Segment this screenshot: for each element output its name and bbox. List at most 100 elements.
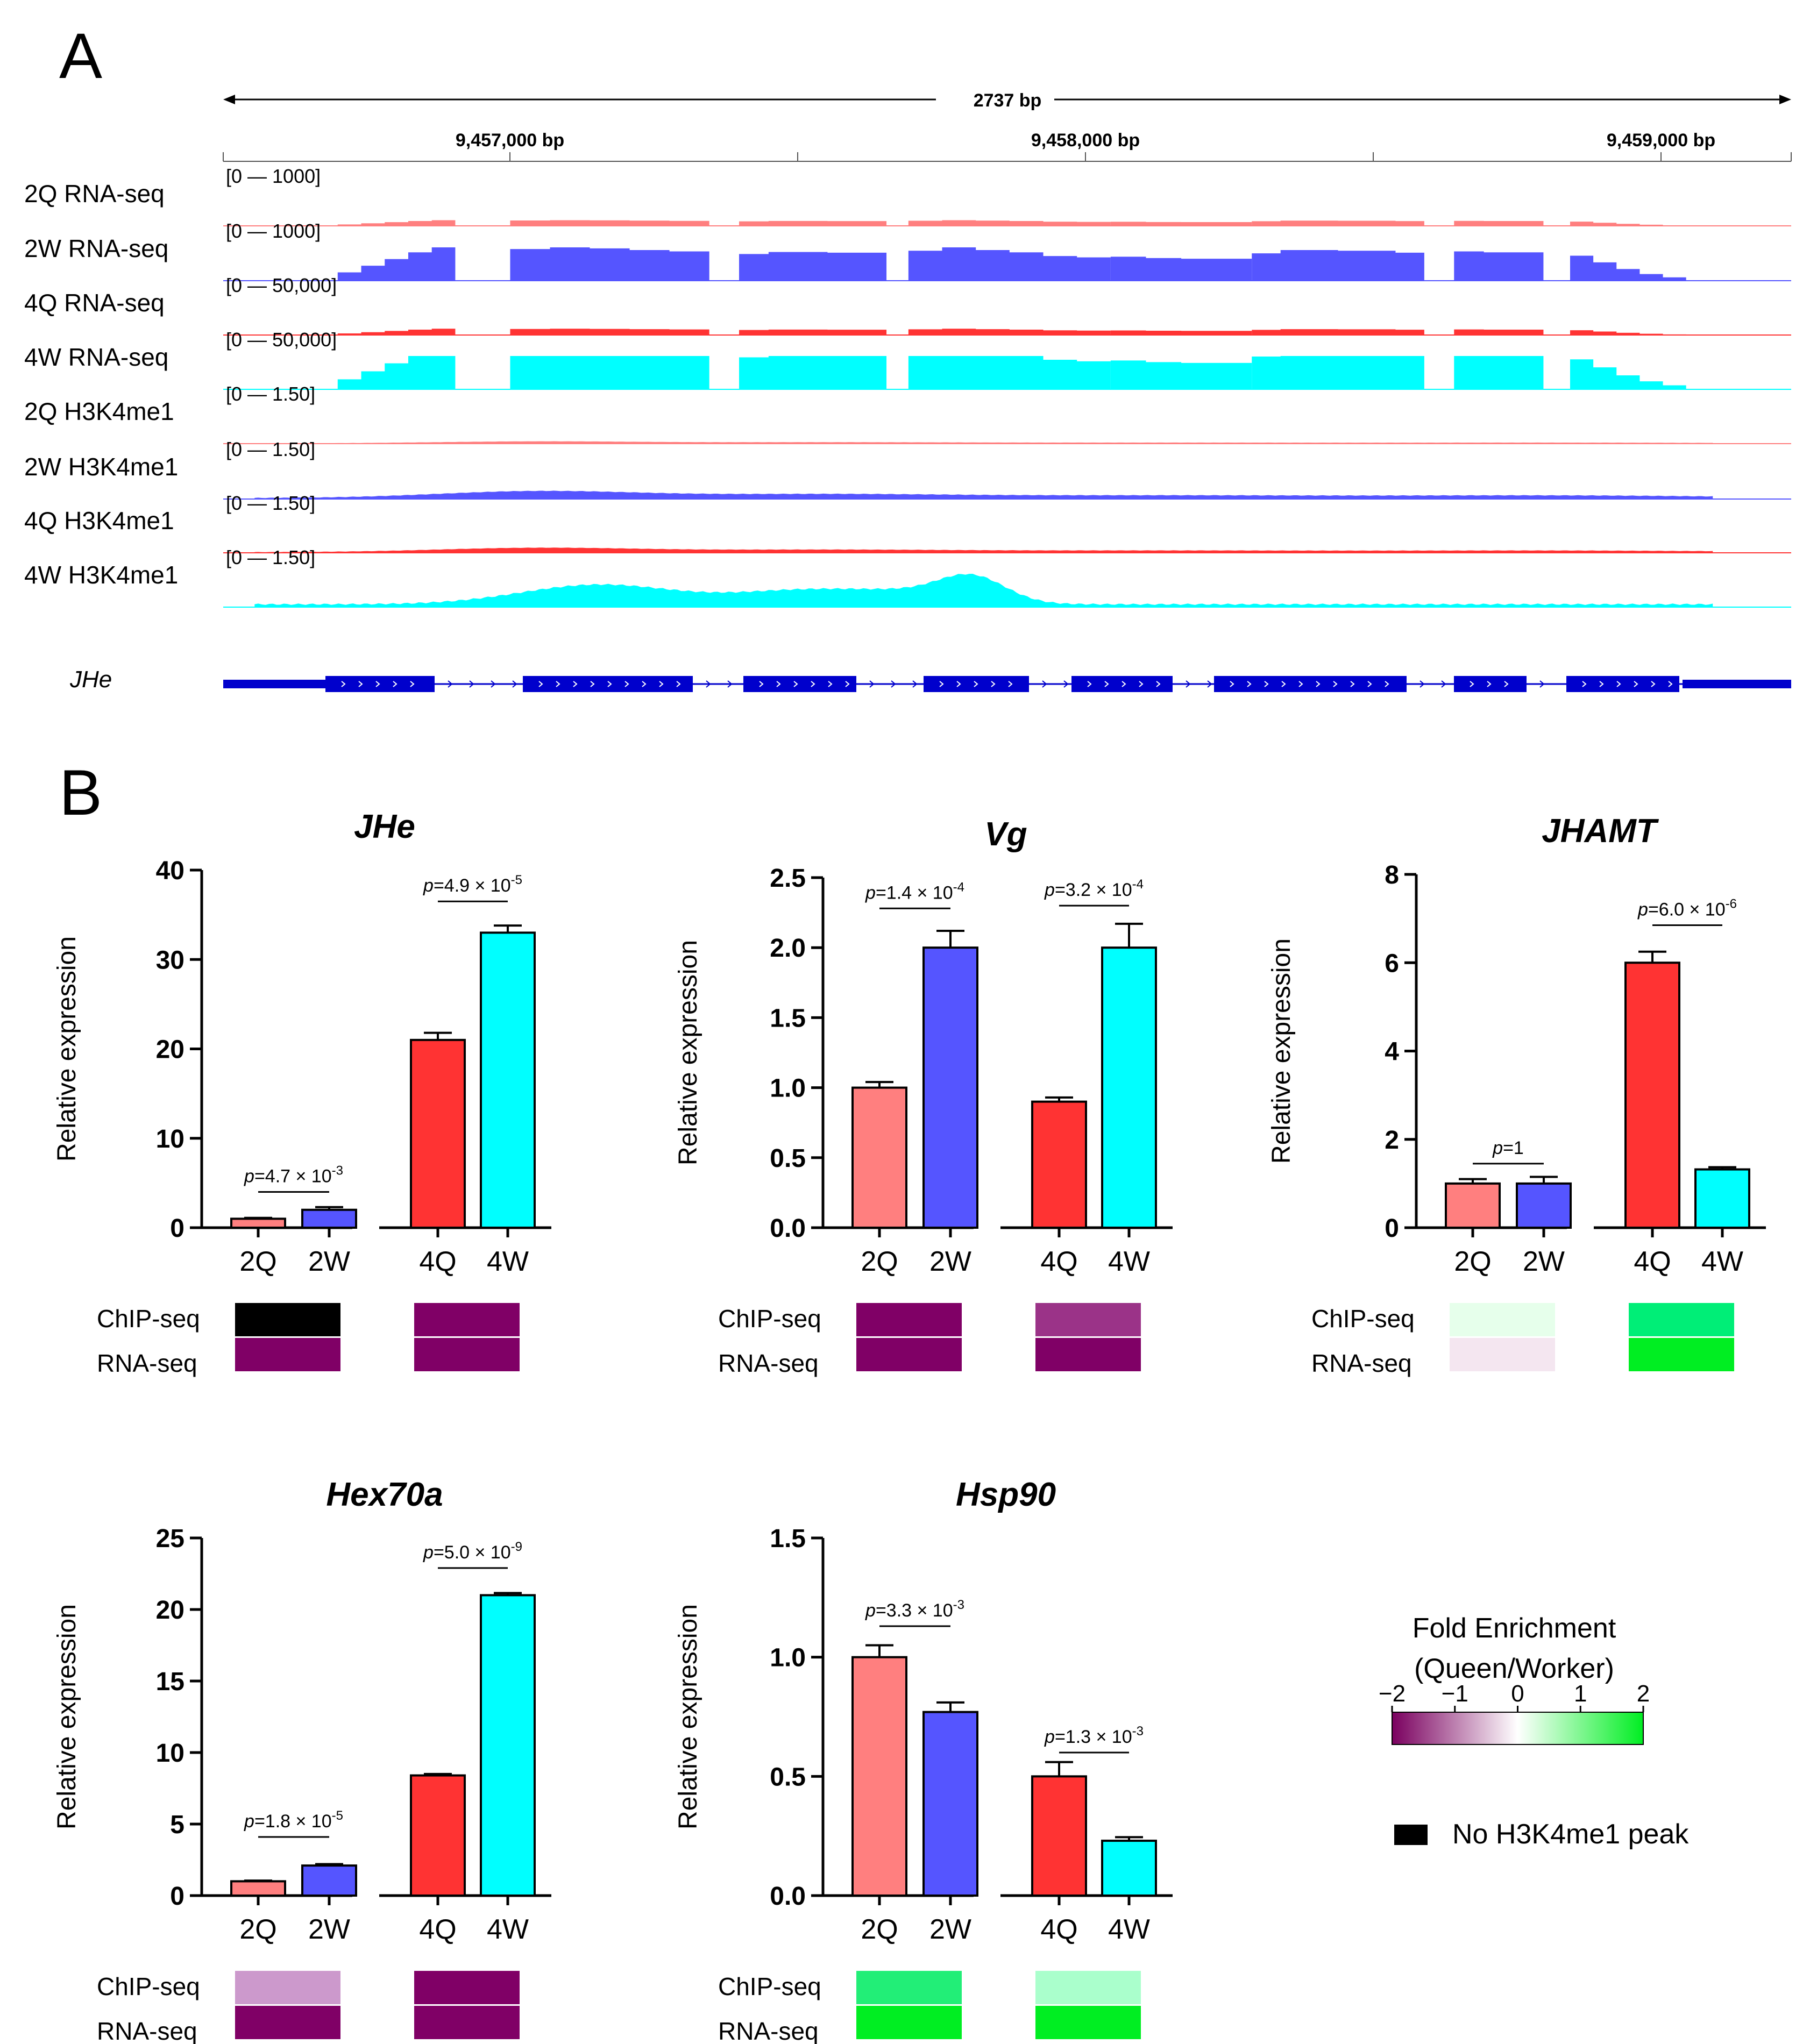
y-tick-label: 0.5 <box>770 1763 806 1791</box>
pvalue-exponent: -6 <box>1726 896 1737 911</box>
x-tick-label: 2W <box>929 1914 971 1945</box>
heatmap-row-label: ChIP-seq <box>718 1305 821 1333</box>
chart-title: Hsp90 <box>956 1476 1056 1513</box>
pvalue-label: p=3.2 × 10-4 <box>1044 877 1144 900</box>
y-tick-label: 20 <box>156 1596 184 1625</box>
strand-chevron <box>1668 681 1673 687</box>
legend-tick-label: 1 <box>1574 1680 1587 1707</box>
rna-coverage-block <box>1252 356 1424 389</box>
pvalue-text: =4.9 × 10 <box>434 875 511 896</box>
chart-title: Hex70a <box>326 1476 443 1513</box>
pvalue-exponent: -5 <box>332 1808 343 1823</box>
strand-chevron <box>759 681 764 687</box>
no-peak-swatch <box>1394 1825 1428 1845</box>
y-tick-label: 15 <box>156 1668 184 1696</box>
heatmap-chip-cell <box>856 1303 962 1336</box>
x-tick-label: 4Q <box>419 1914 456 1945</box>
rna-coverage-block <box>510 220 709 226</box>
track-label: 2W H3K4me1 <box>24 453 178 481</box>
strand-chevron <box>341 681 346 687</box>
bar-4Q <box>410 1038 466 1229</box>
strand-chevron <box>1487 681 1492 687</box>
x-tick-label: 2W <box>1523 1246 1565 1277</box>
y-tick-label: 10 <box>156 1125 184 1153</box>
y-axis-label: Relative expression <box>53 1604 81 1829</box>
chart-title: JHe <box>354 808 415 845</box>
pvalue-text: =4.7 × 10 <box>254 1166 332 1187</box>
span-label: 2737 bp <box>974 90 1042 111</box>
strand-chevron <box>793 681 798 687</box>
rna-coverage-block <box>1570 359 1686 389</box>
pvalue-text: =5.0 × 10 <box>434 1542 511 1563</box>
y-axis-label: Relative expression <box>53 936 81 1162</box>
chart-vg: Vg Relative expression 0.0 0.5 1.0 1.5 2.0 2.5 2… <box>674 816 1173 1377</box>
pvalue-p: p <box>1637 899 1648 920</box>
strand-chevron <box>1230 681 1234 687</box>
bar-4Q <box>1031 1100 1087 1229</box>
track-range: [0 — 1.50] <box>226 546 315 568</box>
y-tick-label: 5 <box>170 1811 184 1839</box>
track-label: 2Q H3K4me1 <box>24 397 174 425</box>
bar-4Q <box>1624 962 1680 1229</box>
y-tick-label: 20 <box>156 1036 184 1064</box>
gene-exon <box>523 676 693 692</box>
track-range: [0 — 1.50] <box>226 492 315 514</box>
heatmap-row-label: ChIP-seq <box>97 1305 200 1333</box>
gene-exon <box>924 676 1029 692</box>
track-label: 4W RNA-seq <box>24 343 168 371</box>
rna-coverage-block <box>1110 360 1252 389</box>
bar-4Q <box>1031 1775 1087 1897</box>
rna-coverage-block <box>510 247 709 281</box>
pvalue-p: p <box>865 882 876 903</box>
heatmap-row-label: RNA-seq <box>718 1349 819 1377</box>
pvalue-exponent: -4 <box>953 880 964 894</box>
x-tick-label: 4W <box>487 1914 529 1945</box>
rna-coverage-block <box>337 247 456 281</box>
track-label: 4W H3K4me1 <box>24 561 178 589</box>
gene-utr-left <box>223 680 325 688</box>
strand-chevron <box>1281 681 1286 687</box>
pvalue-text: =6.0 × 10 <box>1648 899 1726 920</box>
intron-chevron <box>1419 680 1425 688</box>
rna-coverage-block <box>739 329 887 335</box>
gene-exon <box>1214 676 1407 692</box>
y-tick-label: 1.5 <box>770 1004 806 1032</box>
heatmap-rna-cell <box>414 1338 520 1371</box>
pvalue-label: p=4.7 × 10-3 <box>244 1164 343 1187</box>
strand-chevron <box>1139 681 1144 687</box>
bar-4W <box>1101 946 1157 1229</box>
y-tick-label: 25 <box>156 1525 184 1553</box>
strand-chevron <box>573 681 578 687</box>
heatmap-chip-cell <box>235 1971 340 2004</box>
bar-4W <box>480 931 536 1229</box>
legend-tick-label: 0 <box>1511 1680 1524 1707</box>
intron-chevron <box>1207 680 1212 688</box>
panel-b-label: B <box>59 757 102 829</box>
rna-coverage-block <box>908 220 1111 226</box>
y-tick-label: 40 <box>156 857 184 885</box>
rna-coverage-block <box>1570 330 1686 335</box>
pvalue-text: =1.4 × 10 <box>876 882 953 903</box>
strand-chevron <box>1599 681 1604 687</box>
legend-tick-label: −2 <box>1379 1680 1406 1707</box>
rna-coverage-block <box>1252 250 1424 281</box>
bar-2W <box>922 946 978 1229</box>
x-tick-label: 2W <box>308 1246 350 1277</box>
heatmap-chip-cell <box>414 1303 520 1336</box>
bar-4W <box>1101 1840 1157 1897</box>
x-tick-label: 2Q <box>861 1914 898 1945</box>
rna-coverage-block <box>337 329 456 335</box>
strand-chevron <box>1616 681 1621 687</box>
y-tick-label: 10 <box>156 1739 184 1768</box>
pvalue-p: p <box>423 875 434 896</box>
pvalue-label: p=6.0 × 10-6 <box>1637 896 1737 920</box>
strand-chevron <box>776 681 781 687</box>
track-label: 4Q RNA-seq <box>24 289 165 317</box>
heatmap-rna-cell <box>1450 1338 1555 1371</box>
y-axis-label: Relative expression <box>674 1604 702 1829</box>
intron-chevron <box>891 680 896 688</box>
chart-title: Vg <box>984 816 1027 853</box>
rna-coverage-block <box>739 252 887 281</box>
